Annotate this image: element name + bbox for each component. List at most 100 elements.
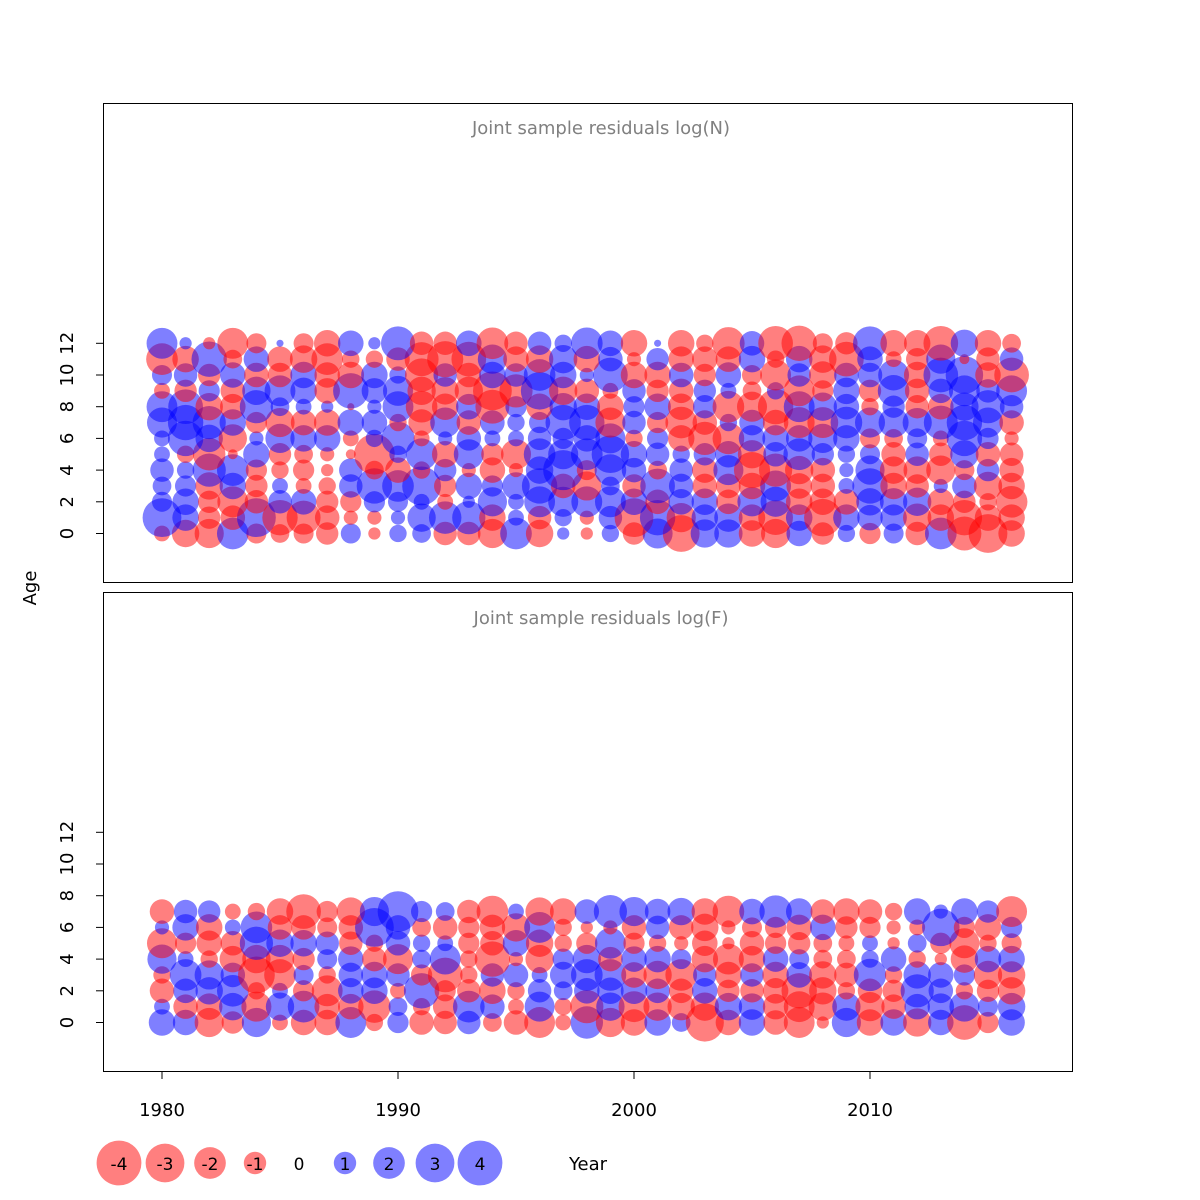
residual-bubble-bottom	[786, 962, 812, 988]
residual-bubble-bottom	[508, 903, 524, 920]
legend-bubble	[373, 1147, 405, 1179]
residual-bubble-top	[903, 361, 931, 389]
residual-bubble-top	[456, 330, 482, 357]
residual-bubble-bottom	[837, 949, 856, 969]
residual-bubble-top	[999, 347, 1024, 371]
y-tick-label: 6	[57, 433, 78, 444]
residual-bubble-top	[855, 455, 885, 485]
residual-bubble-bottom	[432, 994, 458, 1019]
residual-bubble-bottom	[412, 934, 431, 952]
residual-bubble-bottom	[194, 960, 224, 990]
y-tick-label: 2	[57, 496, 78, 507]
y-tick-label: 0	[57, 528, 78, 539]
residual-bubble-top	[549, 344, 578, 374]
residual-bubble-top	[368, 337, 381, 350]
residual-bubble-bottom	[412, 949, 431, 969]
residual-bubble-top	[597, 330, 624, 357]
residual-bubble-bottom	[410, 964, 433, 986]
residual-bubble-bottom	[886, 920, 901, 935]
residual-bubble-top	[839, 463, 854, 478]
residual-bubble-bottom	[789, 949, 810, 970]
residual-bubble-bottom	[593, 894, 628, 929]
y-tick-label: 8	[57, 401, 78, 412]
residual-bubble-bottom	[832, 992, 861, 1021]
residual-bubble-top	[367, 510, 382, 525]
residual-bubble-top	[693, 379, 716, 403]
residual-bubble-top	[527, 426, 552, 451]
residual-bubble-top	[361, 361, 388, 389]
residual-bubble-bottom	[671, 949, 692, 970]
residual-bubble-bottom	[146, 928, 178, 959]
residual-bubble-bottom	[149, 899, 175, 924]
residual-bubble-top	[861, 398, 879, 416]
residual-bubble-bottom	[574, 899, 600, 924]
residual-bubble-bottom	[554, 997, 572, 1016]
residual-bubble-top	[974, 504, 1002, 531]
residual-bubble-top	[337, 361, 365, 389]
y-tick-label: 2	[57, 985, 78, 996]
residual-bubble-top	[316, 490, 339, 513]
residual-bubble-top	[428, 501, 462, 534]
residual-bubble-bottom	[853, 958, 887, 992]
residual-bubble-top	[146, 391, 178, 423]
residual-bubble-bottom	[934, 952, 947, 966]
residual-bubble-top	[292, 459, 315, 481]
residual-bubble-top	[152, 476, 172, 496]
residual-bubble-top	[150, 458, 174, 482]
residual-bubble-bottom	[621, 946, 647, 972]
residual-bubble-bottom	[432, 915, 458, 940]
legend-bubble	[194, 1147, 226, 1179]
panel-title-top: Joint sample residuals log(N)	[471, 118, 730, 139]
residual-bubble-top	[508, 509, 524, 526]
residual-bubble-top	[267, 346, 293, 372]
residual-bubble-bottom	[387, 1011, 409, 1034]
residual-bubble-bottom	[460, 950, 478, 968]
residual-bubble-top	[781, 325, 817, 362]
residual-bubble-bottom	[974, 945, 1002, 973]
residual-bubble-top	[508, 430, 524, 447]
residual-bubble-top	[927, 488, 955, 516]
residual-bubble-bottom	[739, 930, 765, 956]
legend-bubble	[96, 1140, 142, 1186]
residual-bubble-top	[597, 393, 624, 420]
residual-bubble-top	[455, 472, 483, 500]
residual-bubble-top	[881, 441, 906, 467]
residual-bubble-top	[409, 331, 434, 356]
residual-bubble-top	[859, 444, 881, 465]
residual-bubble-top	[502, 472, 530, 500]
residual-bubble-top	[390, 510, 406, 525]
residual-bubble-top	[268, 490, 292, 514]
residual-bubble-bottom	[286, 894, 321, 929]
residual-bubble-top	[345, 449, 356, 460]
residual-bubble-top	[176, 461, 195, 479]
residual-bubble-bottom	[648, 934, 667, 952]
residual-bubble-bottom	[722, 937, 735, 950]
residual-bubble-top	[244, 490, 269, 514]
legend-bubble	[333, 1151, 357, 1175]
residual-bubble-top	[712, 327, 745, 360]
residual-bubble-bottom	[974, 914, 1002, 941]
residual-bubble-top	[295, 478, 312, 494]
residual-bubble-top	[434, 474, 457, 498]
residual-bubble-top	[999, 442, 1024, 466]
residual-bubble-bottom	[809, 961, 837, 989]
residual-bubble-top	[367, 399, 382, 414]
residual-bubble-top	[640, 468, 675, 504]
residual-bubble-top	[808, 392, 837, 421]
residual-bubble-top	[812, 333, 833, 354]
residual-bubble-top	[437, 493, 454, 510]
residual-bubble-bottom	[955, 982, 974, 1000]
residual-bubble-top	[757, 388, 794, 425]
residual-bubble-top	[620, 440, 648, 468]
residual-bubble-top	[620, 361, 648, 389]
residual-bubble-bottom	[785, 898, 813, 925]
residual-bubble-bottom	[759, 895, 792, 928]
residual-bubble-top	[854, 407, 886, 438]
residual-bubble-top	[554, 334, 572, 352]
residual-bubble-top	[365, 350, 384, 368]
residual-bubble-bottom	[554, 934, 572, 952]
residual-bubble-top	[923, 325, 959, 361]
residual-bubble-bottom	[977, 996, 999, 1017]
residual-bubble-top	[712, 390, 745, 423]
residual-bubble-top	[276, 339, 284, 347]
